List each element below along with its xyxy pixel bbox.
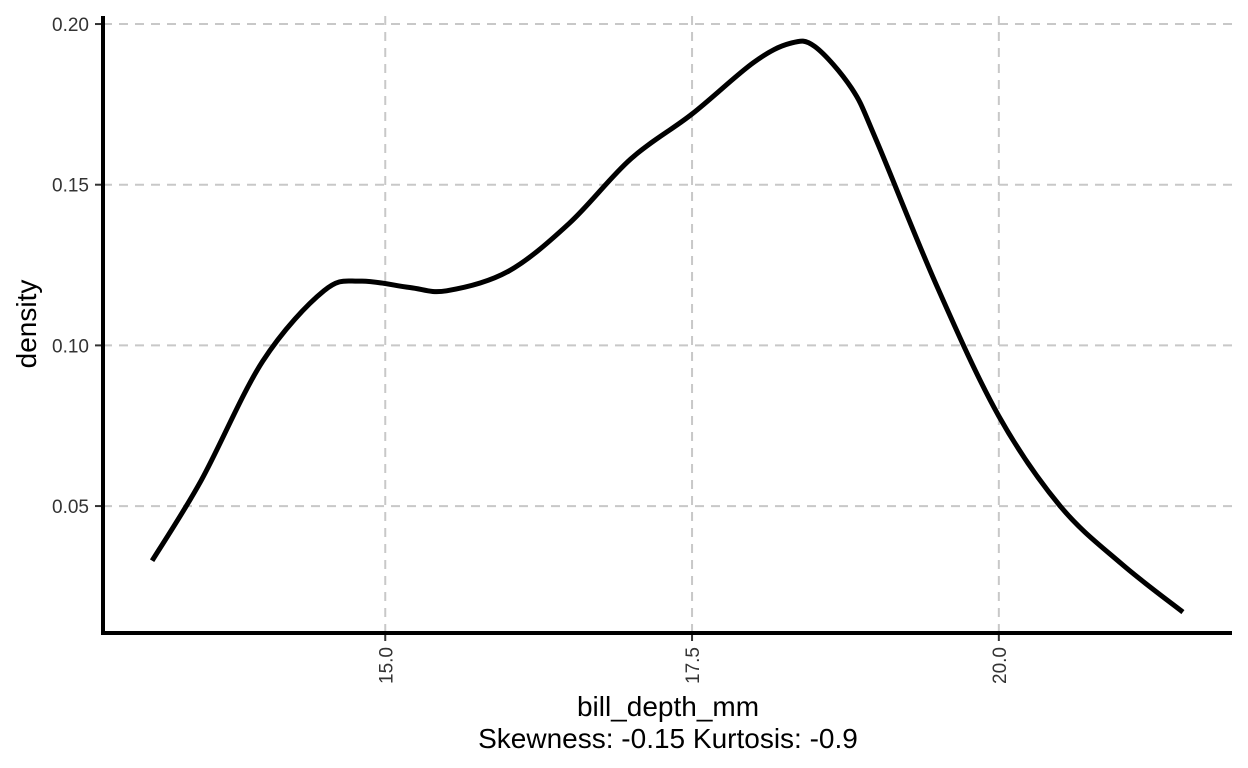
- y-tick-label: 0.15: [52, 176, 89, 197]
- y-tick-label: 0.20: [52, 15, 89, 36]
- y-tick-label: 0.10: [52, 336, 89, 357]
- x-tick-label: 15.0: [376, 647, 397, 684]
- x-tick-label: 20.0: [990, 647, 1011, 684]
- y-axis-label: density: [11, 280, 42, 369]
- density-curve: [149, 38, 1185, 615]
- axis-ticks: 0.05 0.10 0.15 0.20 15.0 17.5 20.0: [52, 15, 1011, 684]
- grid-lines: [103, 16, 1232, 633]
- chart-caption: Skewness: -0.15 Kurtosis: -0.9: [478, 723, 858, 754]
- x-axis-label: bill_depth_mm: [577, 691, 759, 722]
- x-tick-label: 17.5: [683, 647, 704, 684]
- y-tick-label: 0.05: [52, 497, 89, 518]
